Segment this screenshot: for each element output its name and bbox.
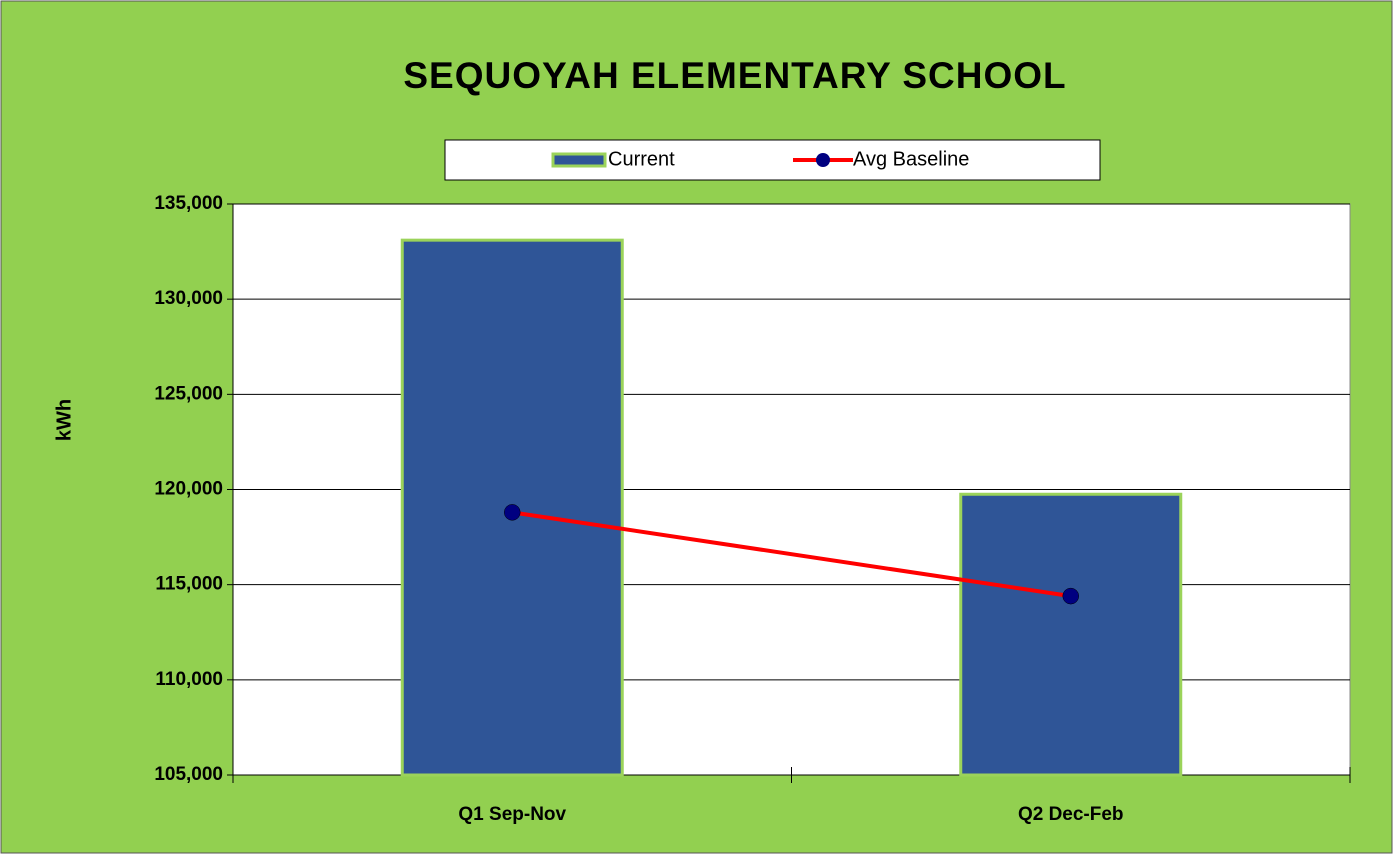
- x-tick-label: Q1 Sep-Nov: [458, 804, 566, 825]
- legend-label: Avg Baseline: [853, 148, 969, 170]
- legend-label: Current: [608, 148, 675, 170]
- legend: [444, 139, 1101, 181]
- legend-swatch: [816, 153, 830, 167]
- y-tick-label: 105,000: [154, 764, 223, 785]
- x-tick-label: Q2 Dec-Feb: [1018, 804, 1124, 825]
- line-marker: [504, 504, 521, 521]
- line: [511, 510, 1072, 599]
- y-tick-label: 135,000: [154, 193, 223, 214]
- y-tick-label: 110,000: [155, 669, 223, 690]
- y-tick-label: 130,000: [154, 288, 223, 309]
- y-tick-label: 115,000: [155, 574, 223, 595]
- bar: [959, 492, 1183, 777]
- legend-swatch: [551, 152, 607, 168]
- y-axis-label: kWh: [53, 399, 75, 441]
- y-tick-label: 120,000: [154, 479, 223, 500]
- y-tick-label: 125,000: [154, 383, 223, 404]
- line-marker: [1062, 587, 1079, 605]
- chart-title: SEQUOYAH ELEMENTARY SCHOOL: [403, 55, 1066, 96]
